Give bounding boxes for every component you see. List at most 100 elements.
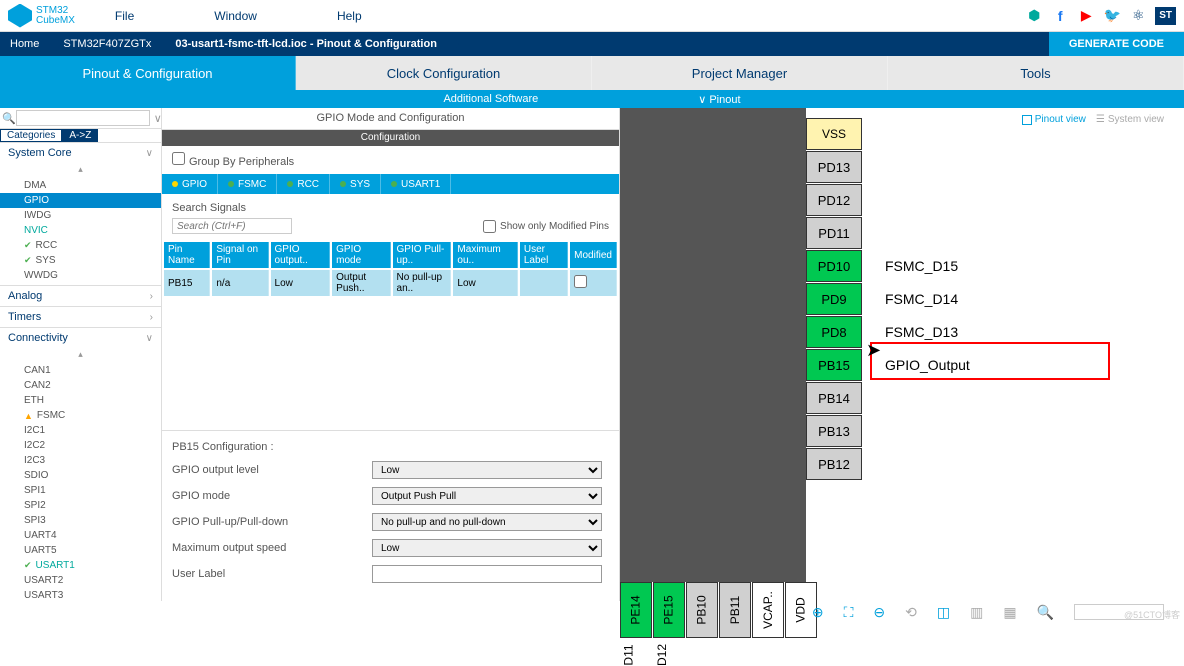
facebook-icon[interactable]: f xyxy=(1051,7,1069,25)
zoom-out-icon[interactable]: ⊖ xyxy=(873,604,885,621)
sidebar-item-sdio[interactable]: SDIO xyxy=(0,468,161,483)
grid-icon[interactable]: ▦ xyxy=(1003,604,1016,621)
additional-software-link[interactable]: Additional Software xyxy=(443,93,538,105)
sidebar-item-gpio[interactable]: GPIO xyxy=(0,193,161,208)
pin-label: FSMC_D15 xyxy=(885,258,958,274)
refresh-icon[interactable]: ◫ xyxy=(937,604,950,621)
pin-pb12[interactable]: PB12 xyxy=(806,448,862,480)
search-signals-input[interactable] xyxy=(172,218,292,234)
st-logo-icon[interactable]: ST xyxy=(1155,7,1176,25)
sidebar-item-dma[interactable]: DMA xyxy=(0,178,161,193)
tab-clock[interactable]: Clock Configuration xyxy=(296,56,592,90)
pin-pd13[interactable]: PD13 xyxy=(806,151,862,183)
breadcrumb-file[interactable]: 03-usart1-fsmc-tft-lcd.ioc - Pinout & Co… xyxy=(165,32,451,56)
table-header[interactable]: Modified xyxy=(570,242,617,268)
config-select-1[interactable]: Output Push Pull xyxy=(372,487,602,505)
pin-vss[interactable]: VSS xyxy=(806,118,862,150)
table-header[interactable]: Pin Name xyxy=(164,242,210,268)
sidebar-item-can2[interactable]: CAN2 xyxy=(0,378,161,393)
sidebar-item-spi3[interactable]: SPI3 xyxy=(0,513,161,528)
sidebar-item-uart5[interactable]: UART5 xyxy=(0,543,161,558)
pinout-view-option[interactable]: Pinout view xyxy=(1022,114,1086,125)
tab-az[interactable]: A->Z xyxy=(62,129,98,142)
sidebar-item-can1[interactable]: CAN1 xyxy=(0,363,161,378)
pin-pd8[interactable]: PD8 xyxy=(806,316,862,348)
pin-pb15[interactable]: PB15 xyxy=(806,349,862,381)
menu-window[interactable]: Window xyxy=(214,9,257,23)
pinout-dropdown[interactable]: ∨ Pinout xyxy=(698,93,740,106)
breadcrumb-chip[interactable]: STM32F407ZGTx xyxy=(53,32,165,56)
table-header[interactable]: Signal on Pin xyxy=(212,242,268,268)
table-header[interactable]: Maximum ou.. xyxy=(453,242,517,268)
show-modified-checkbox[interactable] xyxy=(483,220,496,233)
sidebar-item-fsmc[interactable]: ▲FSMC xyxy=(0,408,161,423)
sidebar-item-uart4[interactable]: UART4 xyxy=(0,528,161,543)
share-icon[interactable]: ⚛ xyxy=(1129,7,1147,25)
user-label-input[interactable] xyxy=(372,565,602,583)
table-row[interactable]: PB15n/aLowOutput Push..No pull-up an..Lo… xyxy=(164,270,617,296)
sidebar-item-wwdg[interactable]: WWDG xyxy=(0,268,161,283)
category-analog[interactable]: Analog› xyxy=(0,286,161,306)
chip-body[interactable] xyxy=(620,108,806,582)
badge-icon[interactable]: ⬢ xyxy=(1025,7,1043,25)
pin-pd9[interactable]: PD9 xyxy=(806,283,862,315)
sidebar-item-iwdg[interactable]: IWDG xyxy=(0,208,161,223)
sidebar-search-row: 🔍 ∨ ⚙ xyxy=(0,108,161,129)
sidebar-item-usart1[interactable]: ✔USART1 xyxy=(0,558,161,573)
content-area: 🔍 ∨ ⚙ Categories A->Z System Core∨ ▴ DMA… xyxy=(0,108,1184,601)
periph-tab-sys[interactable]: SYS xyxy=(330,174,381,194)
system-view-option[interactable]: ☰System view xyxy=(1096,114,1164,125)
config-select-2[interactable]: No pull-up and no pull-down xyxy=(372,513,602,531)
list-icon[interactable]: ▥ xyxy=(970,604,983,621)
tab-project[interactable]: Project Manager xyxy=(592,56,888,90)
category-timers[interactable]: Timers› xyxy=(0,307,161,327)
fit-icon[interactable]: ⛶ xyxy=(844,604,854,621)
tab-tools[interactable]: Tools xyxy=(888,56,1184,90)
table-header[interactable]: GPIO output.. xyxy=(271,242,331,268)
sidebar-item-usart2[interactable]: USART2 xyxy=(0,573,161,588)
sidebar-item-sys[interactable]: ✔SYS xyxy=(0,253,161,268)
modified-checkbox[interactable] xyxy=(574,275,587,288)
sidebar-item-spi1[interactable]: SPI1 xyxy=(0,483,161,498)
category-system-core[interactable]: System Core∨ xyxy=(0,143,161,163)
pin-pd12[interactable]: PD12 xyxy=(806,184,862,216)
sidebar-item-spi2[interactable]: SPI2 xyxy=(0,498,161,513)
search-icon[interactable]: 🔍 xyxy=(2,110,16,126)
pin-pb13[interactable]: PB13 xyxy=(806,415,862,447)
pin-pd10[interactable]: PD10 xyxy=(806,250,862,282)
table-header[interactable]: GPIO mode xyxy=(332,242,390,268)
periph-tab-rcc[interactable]: RCC xyxy=(277,174,330,194)
periph-tab-fsmc[interactable]: FSMC xyxy=(218,174,277,194)
table-header[interactable]: GPIO Pull-up.. xyxy=(393,242,452,268)
rotate-icon[interactable]: ⟲ xyxy=(905,604,917,621)
config-select-0[interactable]: Low xyxy=(372,461,602,479)
group-by-checkbox[interactable] xyxy=(172,152,185,165)
youtube-icon[interactable]: ▶ xyxy=(1077,7,1095,25)
pin-pd11[interactable]: PD11 xyxy=(806,217,862,249)
periph-tab-usart1[interactable]: USART1 xyxy=(381,174,451,194)
generate-code-button[interactable]: GENERATE CODE xyxy=(1049,32,1184,56)
sidebar-item-eth[interactable]: ETH xyxy=(0,393,161,408)
menu-file[interactable]: File xyxy=(115,9,134,23)
pin-pb14[interactable]: PB14 xyxy=(806,382,862,414)
sidebar-item-nvic[interactable]: NVIC xyxy=(0,223,161,238)
sidebar-item-rcc[interactable]: ✔RCC xyxy=(0,238,161,253)
periph-tab-gpio[interactable]: GPIO xyxy=(162,174,218,194)
config-select-3[interactable]: Low xyxy=(372,539,602,557)
tab-pinout[interactable]: Pinout & Configuration xyxy=(0,56,296,90)
tab-categories[interactable]: Categories xyxy=(0,129,62,142)
twitter-icon[interactable]: 🐦 xyxy=(1103,7,1121,25)
config-label: GPIO Pull-up/Pull-down xyxy=(172,516,372,528)
breadcrumb-home[interactable]: Home xyxy=(0,32,53,56)
search-tool-icon[interactable]: 🔍 xyxy=(1037,604,1054,621)
category-connectivity[interactable]: Connectivity∨ xyxy=(0,328,161,348)
logo-line2: CubeMX xyxy=(36,16,75,26)
menu-help[interactable]: Help xyxy=(337,9,362,23)
sidebar-item-i2c3[interactable]: I2C3 xyxy=(0,453,161,468)
sidebar-item-i2c2[interactable]: I2C2 xyxy=(0,438,161,453)
sidebar-item-i2c1[interactable]: I2C1 xyxy=(0,423,161,438)
table-header[interactable]: User Label xyxy=(520,242,568,268)
sidebar-search-input[interactable] xyxy=(16,110,150,126)
sidebar-item-usart3[interactable]: USART3 xyxy=(0,588,161,601)
zoom-in-icon[interactable]: ⊕ xyxy=(812,604,824,621)
